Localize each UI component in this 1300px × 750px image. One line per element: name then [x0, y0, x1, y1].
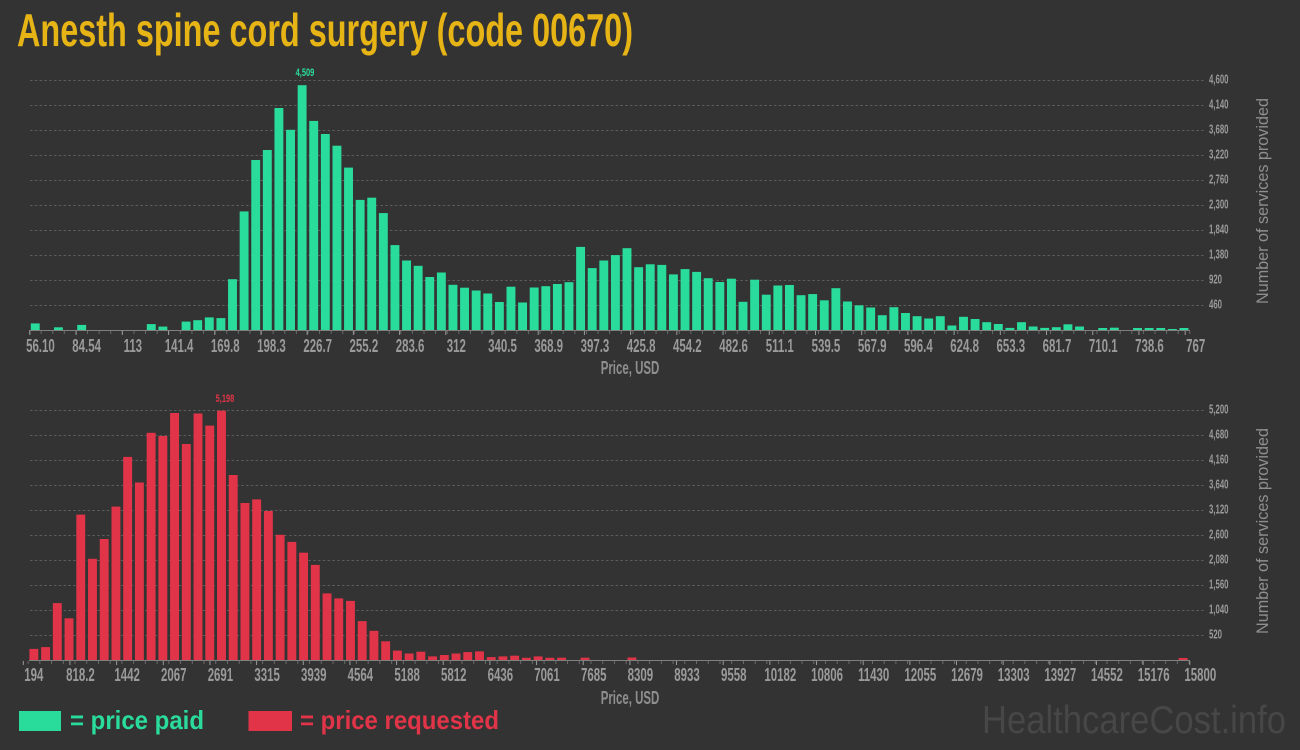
svg-text:15800: 15800 — [1184, 665, 1216, 685]
svg-text:511.1: 511.1 — [766, 336, 794, 356]
svg-text:14552: 14552 — [1091, 665, 1123, 685]
svg-text:653.3: 653.3 — [996, 336, 1025, 356]
svg-text:226.7: 226.7 — [303, 336, 332, 356]
svg-text:Price, USD: Price, USD — [601, 688, 660, 708]
svg-text:3,220: 3,220 — [1209, 148, 1229, 163]
svg-text:5,198: 5,198 — [216, 393, 235, 406]
svg-text:Anesth spine cord surgery (cod: Anesth spine cord surgery (code 00670) — [17, 4, 633, 56]
svg-text:2,760: 2,760 — [1209, 173, 1229, 188]
svg-text:425.8: 425.8 — [627, 336, 656, 356]
svg-text:520: 520 — [1209, 628, 1222, 643]
svg-text:169.8: 169.8 — [211, 336, 240, 356]
svg-text:255.2: 255.2 — [350, 336, 379, 356]
svg-text:596.4: 596.4 — [904, 336, 933, 356]
svg-text:312: 312 — [447, 336, 466, 356]
svg-text:5812: 5812 — [441, 665, 467, 685]
svg-text:368.9: 368.9 — [534, 336, 563, 356]
svg-text:8933: 8933 — [674, 665, 700, 685]
svg-text:2,080: 2,080 — [1209, 553, 1229, 568]
svg-text:681.7: 681.7 — [1043, 336, 1072, 356]
svg-text:920: 920 — [1209, 273, 1222, 288]
svg-text:624.8: 624.8 — [950, 336, 979, 356]
svg-text:5,200: 5,200 — [1209, 403, 1229, 418]
svg-text:2691: 2691 — [208, 665, 234, 685]
svg-text:12055: 12055 — [904, 665, 936, 685]
svg-text:539.5: 539.5 — [812, 336, 841, 356]
svg-text:1,840: 1,840 — [1209, 223, 1229, 238]
svg-text:4,680: 4,680 — [1209, 428, 1229, 443]
svg-text:10806: 10806 — [811, 665, 843, 685]
svg-text:283.6: 283.6 — [396, 336, 425, 356]
svg-text:1,040: 1,040 — [1209, 603, 1229, 618]
svg-text:397.3: 397.3 — [581, 336, 610, 356]
svg-text:13303: 13303 — [998, 665, 1030, 685]
svg-text:7061: 7061 — [534, 665, 560, 685]
svg-text:Number of services provided: Number of services provided — [1253, 428, 1272, 634]
svg-text:HealthcareCost.info: HealthcareCost.info — [982, 699, 1286, 742]
svg-text:3939: 3939 — [301, 665, 327, 685]
svg-text:198.3: 198.3 — [257, 336, 286, 356]
svg-text:8309: 8309 — [628, 665, 654, 685]
svg-text:738.6: 738.6 — [1135, 336, 1164, 356]
svg-text:Price, USD: Price, USD — [601, 358, 660, 378]
svg-text:84.54: 84.54 — [72, 336, 101, 356]
svg-text:4,160: 4,160 — [1209, 453, 1229, 468]
svg-text:9558: 9558 — [721, 665, 747, 685]
svg-text:56.10: 56.10 — [26, 336, 55, 356]
svg-text:194: 194 — [24, 665, 43, 685]
svg-text:340.5: 340.5 — [488, 336, 517, 356]
svg-text:7685: 7685 — [581, 665, 607, 685]
svg-text:818.2: 818.2 — [66, 665, 95, 685]
svg-text:567.9: 567.9 — [858, 336, 887, 356]
svg-text:15176: 15176 — [1138, 665, 1170, 685]
svg-text:454.2: 454.2 — [673, 336, 702, 356]
svg-text:1,380: 1,380 — [1209, 248, 1229, 263]
svg-text:3,120: 3,120 — [1209, 503, 1229, 518]
svg-text:12679: 12679 — [951, 665, 983, 685]
svg-text:13927: 13927 — [1044, 665, 1076, 685]
svg-text:Number of services provided: Number of services provided — [1253, 98, 1272, 304]
svg-text:4,509: 4,509 — [296, 67, 315, 80]
svg-text:= price paid: = price paid — [70, 705, 204, 735]
svg-text:141.4: 141.4 — [165, 336, 194, 356]
svg-text:5188: 5188 — [394, 665, 420, 685]
svg-text:= price requested: = price requested — [300, 705, 499, 735]
svg-text:3,640: 3,640 — [1209, 478, 1229, 493]
svg-text:113: 113 — [124, 336, 142, 356]
svg-text:2067: 2067 — [161, 665, 187, 685]
svg-text:4,140: 4,140 — [1209, 98, 1229, 113]
svg-text:11430: 11430 — [858, 665, 889, 685]
svg-text:482.6: 482.6 — [719, 336, 748, 356]
svg-text:710.1: 710.1 — [1089, 336, 1118, 356]
svg-text:2,300: 2,300 — [1209, 198, 1229, 213]
svg-text:10182: 10182 — [764, 665, 796, 685]
svg-text:1442: 1442 — [114, 665, 139, 685]
svg-text:3315: 3315 — [254, 665, 280, 685]
svg-text:2,600: 2,600 — [1209, 528, 1229, 543]
svg-text:4564: 4564 — [348, 665, 374, 685]
svg-text:3,680: 3,680 — [1209, 123, 1229, 138]
svg-text:4,600: 4,600 — [1209, 73, 1229, 88]
svg-text:1,560: 1,560 — [1209, 578, 1229, 593]
svg-text:6436: 6436 — [488, 665, 513, 685]
svg-text:767: 767 — [1186, 336, 1205, 356]
svg-text:460: 460 — [1209, 298, 1222, 313]
